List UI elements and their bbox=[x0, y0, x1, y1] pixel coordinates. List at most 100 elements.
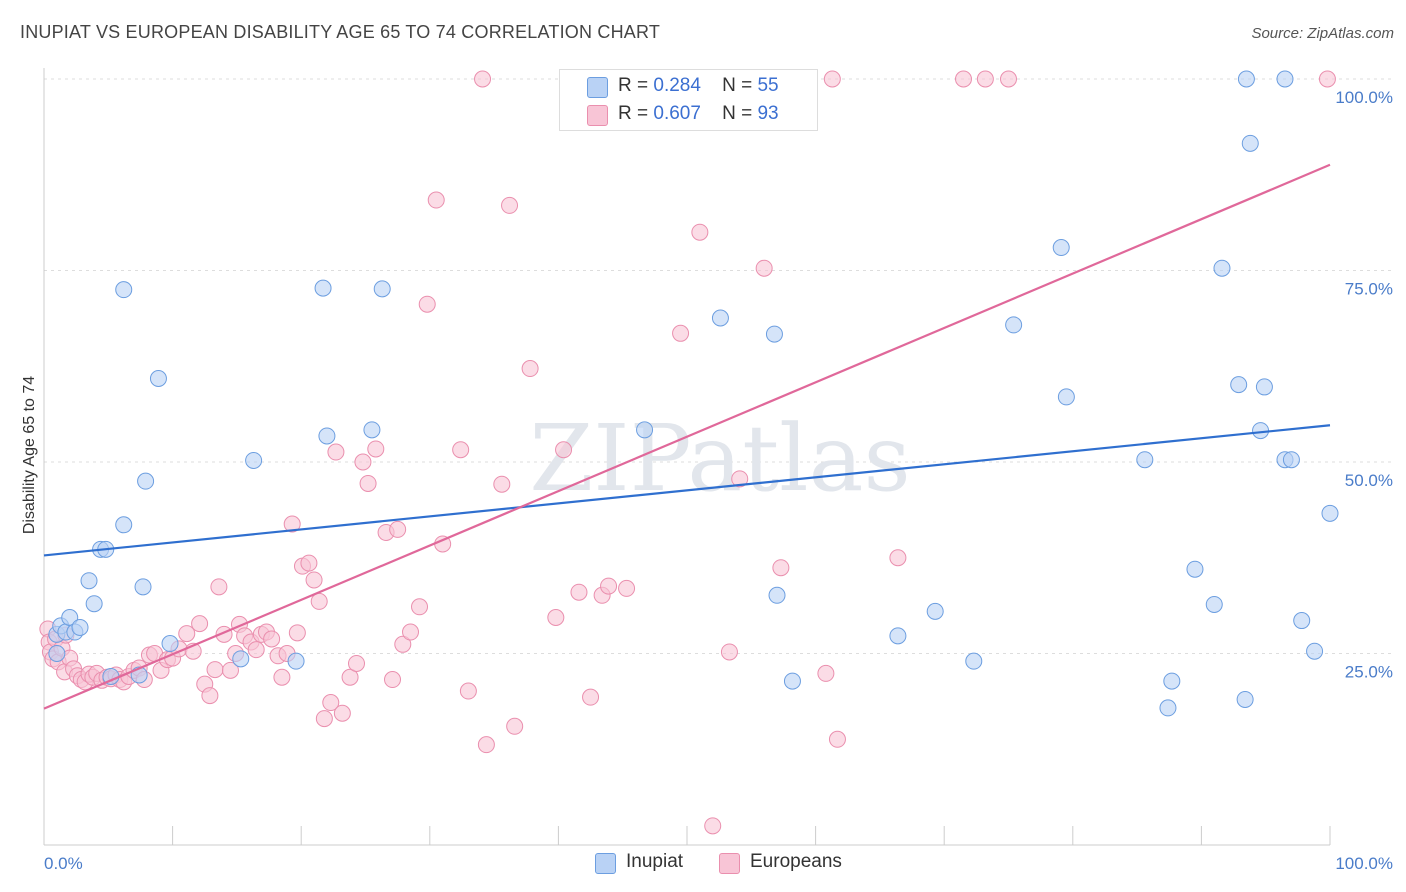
europeans-point bbox=[691, 223, 709, 241]
europeans-point bbox=[273, 668, 291, 686]
europeans-point bbox=[755, 259, 773, 277]
europeans-point bbox=[976, 70, 994, 88]
europeans-point bbox=[191, 615, 209, 633]
europeans-point bbox=[570, 583, 588, 601]
inupiat-point bbox=[373, 280, 391, 298]
y-tick-label: 50.0% bbox=[1345, 471, 1393, 490]
inupiat-trend-line bbox=[43, 424, 1331, 557]
watermark: ZIPatlas bbox=[529, 405, 910, 512]
inupiat-point bbox=[245, 451, 263, 469]
inupiat-point bbox=[85, 595, 103, 613]
inupiat-point bbox=[1230, 376, 1248, 394]
inupiat-points bbox=[48, 70, 1339, 717]
europeans-point bbox=[418, 295, 436, 313]
europeans-point bbox=[347, 654, 365, 672]
inupiat-point bbox=[965, 652, 983, 670]
inupiat-point bbox=[1186, 560, 1204, 578]
inupiat-point bbox=[232, 650, 250, 668]
bottom-legend-label-inupiat: Inupiat bbox=[626, 851, 684, 872]
inupiat-point bbox=[314, 279, 332, 297]
x-tick-label: 0.0% bbox=[44, 854, 83, 873]
europeans-point bbox=[206, 661, 224, 679]
inupiat-point bbox=[1321, 504, 1339, 522]
inupiat-point bbox=[1276, 70, 1294, 88]
inupiat-point bbox=[363, 421, 381, 439]
trend-lines bbox=[43, 163, 1331, 710]
inupiat-point bbox=[1005, 316, 1023, 334]
inupiat-point bbox=[711, 309, 729, 327]
europeans-point bbox=[210, 578, 228, 596]
europeans-point bbox=[582, 688, 600, 706]
europeans-point bbox=[263, 630, 281, 648]
europeans-point bbox=[327, 443, 345, 461]
inupiat-point bbox=[889, 627, 907, 645]
chart-title: INUPIAT VS EUROPEAN DISABILITY AGE 65 TO… bbox=[20, 22, 661, 42]
inupiat-point bbox=[636, 421, 654, 439]
europeans-point bbox=[493, 475, 511, 493]
europeans-point bbox=[178, 625, 196, 643]
legend-text-inupiat: R = 0.284 N = 55 bbox=[618, 75, 779, 96]
europeans-point bbox=[367, 440, 385, 458]
y-axis-label: Disability Age 65 to 74 bbox=[21, 376, 38, 534]
europeans-point bbox=[459, 682, 477, 700]
inupiat-point bbox=[161, 635, 179, 653]
inupiat-point bbox=[1293, 612, 1311, 630]
europeans-point bbox=[547, 608, 565, 626]
europeans-point bbox=[506, 717, 524, 735]
legend-swatch-europeans bbox=[587, 105, 608, 126]
europeans-point bbox=[315, 710, 333, 728]
inupiat-point bbox=[1241, 134, 1259, 152]
inupiat-point bbox=[48, 645, 66, 662]
europeans-point bbox=[477, 736, 495, 754]
europeans-point bbox=[201, 687, 219, 705]
inupiat-point bbox=[134, 578, 152, 596]
legend-text-europeans: R = 0.607 N = 93 bbox=[618, 103, 779, 124]
inupiat-point bbox=[80, 572, 98, 590]
europeans-point bbox=[305, 571, 323, 589]
europeans-point bbox=[474, 70, 492, 88]
europeans-point bbox=[389, 520, 407, 538]
inupiat-point bbox=[137, 472, 155, 490]
legend-swatch-inupiat bbox=[587, 77, 608, 98]
y-tick-label: 75.0% bbox=[1345, 280, 1393, 299]
y-tick-label: 100.0% bbox=[1335, 88, 1393, 107]
europeans-point bbox=[359, 474, 377, 492]
inupiat-point bbox=[318, 427, 336, 445]
europeans-point bbox=[288, 624, 306, 642]
y-tick-label: 25.0% bbox=[1345, 663, 1393, 682]
europeans-point bbox=[354, 453, 372, 471]
europeans-point bbox=[247, 641, 265, 659]
europeans-point bbox=[411, 598, 429, 616]
inupiat-point bbox=[1057, 388, 1075, 406]
europeans-point bbox=[521, 360, 539, 378]
europeans-point bbox=[823, 70, 841, 88]
europeans-point bbox=[618, 579, 636, 597]
europeans-point bbox=[300, 554, 318, 572]
europeans-point bbox=[333, 704, 351, 722]
inupiat-point bbox=[1163, 672, 1181, 690]
europeans-point bbox=[889, 549, 907, 567]
inupiat-point bbox=[1255, 378, 1273, 396]
europeans-point bbox=[555, 441, 573, 459]
europeans-point bbox=[501, 196, 519, 214]
europeans-point bbox=[731, 470, 749, 488]
europeans-point bbox=[600, 577, 618, 595]
europeans-point bbox=[817, 664, 835, 682]
europeans-point bbox=[672, 324, 690, 342]
europeans-point bbox=[772, 559, 790, 577]
legend-row-inupiat: R = 0.284 N = 55 bbox=[560, 73, 817, 101]
inupiat-point bbox=[1205, 595, 1223, 613]
europeans-point bbox=[1318, 70, 1336, 88]
europeans-point bbox=[341, 668, 359, 686]
europeans-point bbox=[322, 694, 340, 712]
grid-lines bbox=[44, 78, 1395, 654]
inupiat-point bbox=[765, 325, 783, 343]
inupiat-point bbox=[783, 672, 801, 690]
bottom-legend-label-europeans: Europeans bbox=[750, 851, 842, 872]
inupiat-point bbox=[1159, 699, 1177, 717]
legend-row-europeans: R = 0.607 N = 93 bbox=[560, 101, 817, 129]
inupiat-point bbox=[1052, 239, 1070, 257]
inupiat-point bbox=[768, 586, 786, 604]
europeans-points bbox=[39, 70, 1336, 835]
